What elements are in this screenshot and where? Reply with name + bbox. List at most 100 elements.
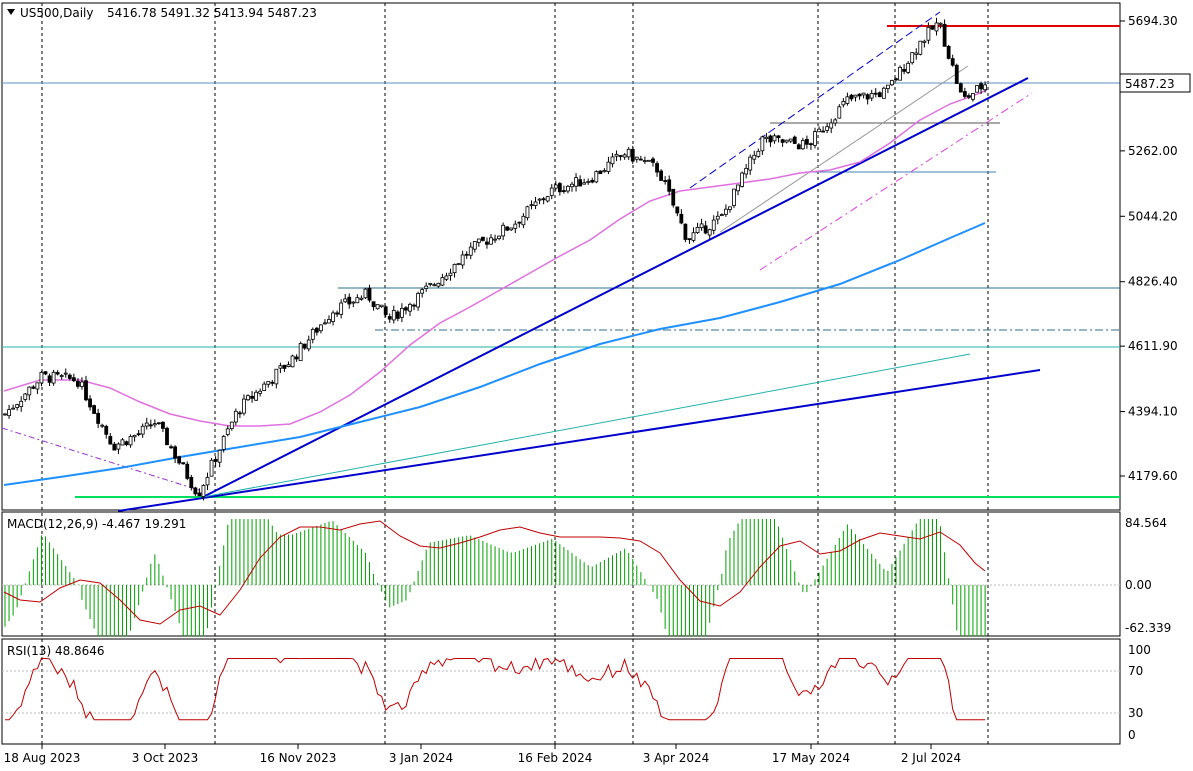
candle-body bbox=[440, 277, 445, 286]
candle-body bbox=[553, 184, 558, 189]
candle-body bbox=[35, 382, 40, 390]
candle-body bbox=[776, 135, 781, 139]
candle-body bbox=[294, 356, 299, 360]
candle-body bbox=[152, 423, 157, 426]
candle-body bbox=[88, 398, 92, 408]
candle-body bbox=[647, 159, 651, 162]
time-tick-label: 3 Jan 2024 bbox=[389, 751, 453, 765]
candle-body bbox=[796, 144, 801, 150]
candle-body bbox=[663, 180, 668, 182]
candle-body bbox=[205, 477, 210, 486]
candle-body bbox=[472, 241, 477, 250]
candle-body bbox=[772, 135, 777, 142]
candle-body bbox=[906, 62, 911, 73]
collapse-triangle-icon[interactable] bbox=[7, 9, 15, 15]
candle-body bbox=[675, 206, 680, 214]
candle-body bbox=[578, 179, 582, 187]
price-tick-label: 4826.40 bbox=[1128, 275, 1178, 289]
moving-average-slow[interactable] bbox=[3, 222, 986, 486]
rsi-pane[interactable]: RSI(13) 48.8646 100 70 30 0 bbox=[1, 638, 1151, 745]
candle-body bbox=[156, 422, 161, 425]
candle-body bbox=[375, 304, 380, 310]
candle-body bbox=[570, 183, 574, 188]
macd-pane[interactable]: MACD(12,26,9) -4.467 19.291 84.564 0.00 -6… bbox=[1, 511, 1171, 637]
current-price-box bbox=[1119, 73, 1191, 93]
candle-body bbox=[225, 428, 230, 435]
candle-body bbox=[339, 302, 344, 315]
candle-body bbox=[371, 301, 376, 308]
candle-body bbox=[399, 308, 404, 318]
candle-body bbox=[96, 412, 101, 424]
candle-body bbox=[938, 22, 943, 25]
candle-body bbox=[237, 412, 242, 415]
candle-body bbox=[493, 238, 497, 241]
candle-body bbox=[351, 301, 356, 304]
macd-signal-line bbox=[3, 520, 986, 625]
candle-body bbox=[84, 380, 88, 401]
candle-body bbox=[144, 422, 149, 427]
candle-body bbox=[930, 25, 935, 30]
price-tick-label: 5044.20 bbox=[1128, 209, 1178, 223]
candle-body bbox=[529, 204, 534, 207]
candle-body bbox=[489, 237, 493, 245]
candle-body bbox=[902, 68, 906, 72]
candle-body bbox=[254, 391, 259, 401]
candle-body bbox=[687, 238, 692, 241]
candle-body bbox=[934, 22, 939, 32]
candle-body bbox=[813, 131, 817, 146]
rsi-tick-label: 30 bbox=[1128, 706, 1143, 720]
candle-body bbox=[634, 156, 639, 160]
candle-body bbox=[509, 227, 514, 231]
candle-body bbox=[173, 446, 178, 459]
candle-body bbox=[691, 232, 696, 241]
candle-body bbox=[412, 304, 416, 307]
candle-body bbox=[43, 371, 48, 375]
time-axis: 18 Aug 2023 3 Oct 2023 16 Nov 2023 3 Jan 20… bbox=[4, 744, 961, 765]
time-tick-label: 17 May 2024 bbox=[772, 751, 850, 765]
candle-body bbox=[918, 40, 923, 55]
candle-body bbox=[926, 26, 931, 41]
rsi-tick-label: 100 bbox=[1128, 643, 1151, 657]
price-pane[interactable]: US500,Daily 5416.78 5491.32 5413.94 5487… bbox=[1, 2, 1191, 512]
candle-body bbox=[805, 139, 809, 145]
candle-body bbox=[3, 413, 7, 416]
candle-body bbox=[505, 226, 510, 231]
candle-body bbox=[768, 135, 773, 143]
cyan-trendline[interactable] bbox=[202, 353, 971, 498]
candle-body bbox=[545, 196, 550, 202]
candle-body bbox=[857, 93, 862, 97]
moving-average-fast[interactable] bbox=[3, 89, 988, 427]
candle-body bbox=[148, 424, 153, 427]
candle-body bbox=[468, 246, 473, 256]
candle-body bbox=[242, 398, 246, 414]
candle-body bbox=[209, 459, 214, 477]
candle-body bbox=[622, 154, 627, 158]
candle-body bbox=[485, 241, 489, 245]
candle-body bbox=[962, 91, 967, 97]
symbol-label: US500,Daily bbox=[20, 6, 93, 20]
candle-body bbox=[590, 179, 595, 183]
candle-body bbox=[861, 92, 866, 96]
candlestick-series[interactable] bbox=[3, 17, 987, 501]
candle-body bbox=[853, 94, 858, 98]
regression-line-grey[interactable] bbox=[719, 65, 969, 233]
candle-body bbox=[873, 92, 878, 95]
candle-body bbox=[112, 443, 117, 451]
candle-body bbox=[886, 84, 890, 89]
candle-body bbox=[837, 106, 842, 119]
time-tick-label: 2 Jul 2024 bbox=[901, 751, 961, 765]
candle-body bbox=[80, 381, 84, 387]
candle-body bbox=[327, 319, 331, 324]
candle-body bbox=[829, 122, 834, 129]
candle-body bbox=[480, 236, 485, 241]
channel-upper-dashed[interactable] bbox=[689, 11, 941, 189]
candle-body bbox=[695, 226, 700, 233]
candle-body bbox=[76, 380, 80, 387]
candle-body bbox=[521, 215, 526, 226]
channel-lower-dashdot[interactable] bbox=[759, 92, 1033, 271]
down-channel-dashdot[interactable] bbox=[1, 427, 206, 493]
long-term-trendline[interactable] bbox=[117, 369, 1041, 512]
candle-body bbox=[784, 139, 789, 143]
candle-body bbox=[436, 283, 441, 287]
